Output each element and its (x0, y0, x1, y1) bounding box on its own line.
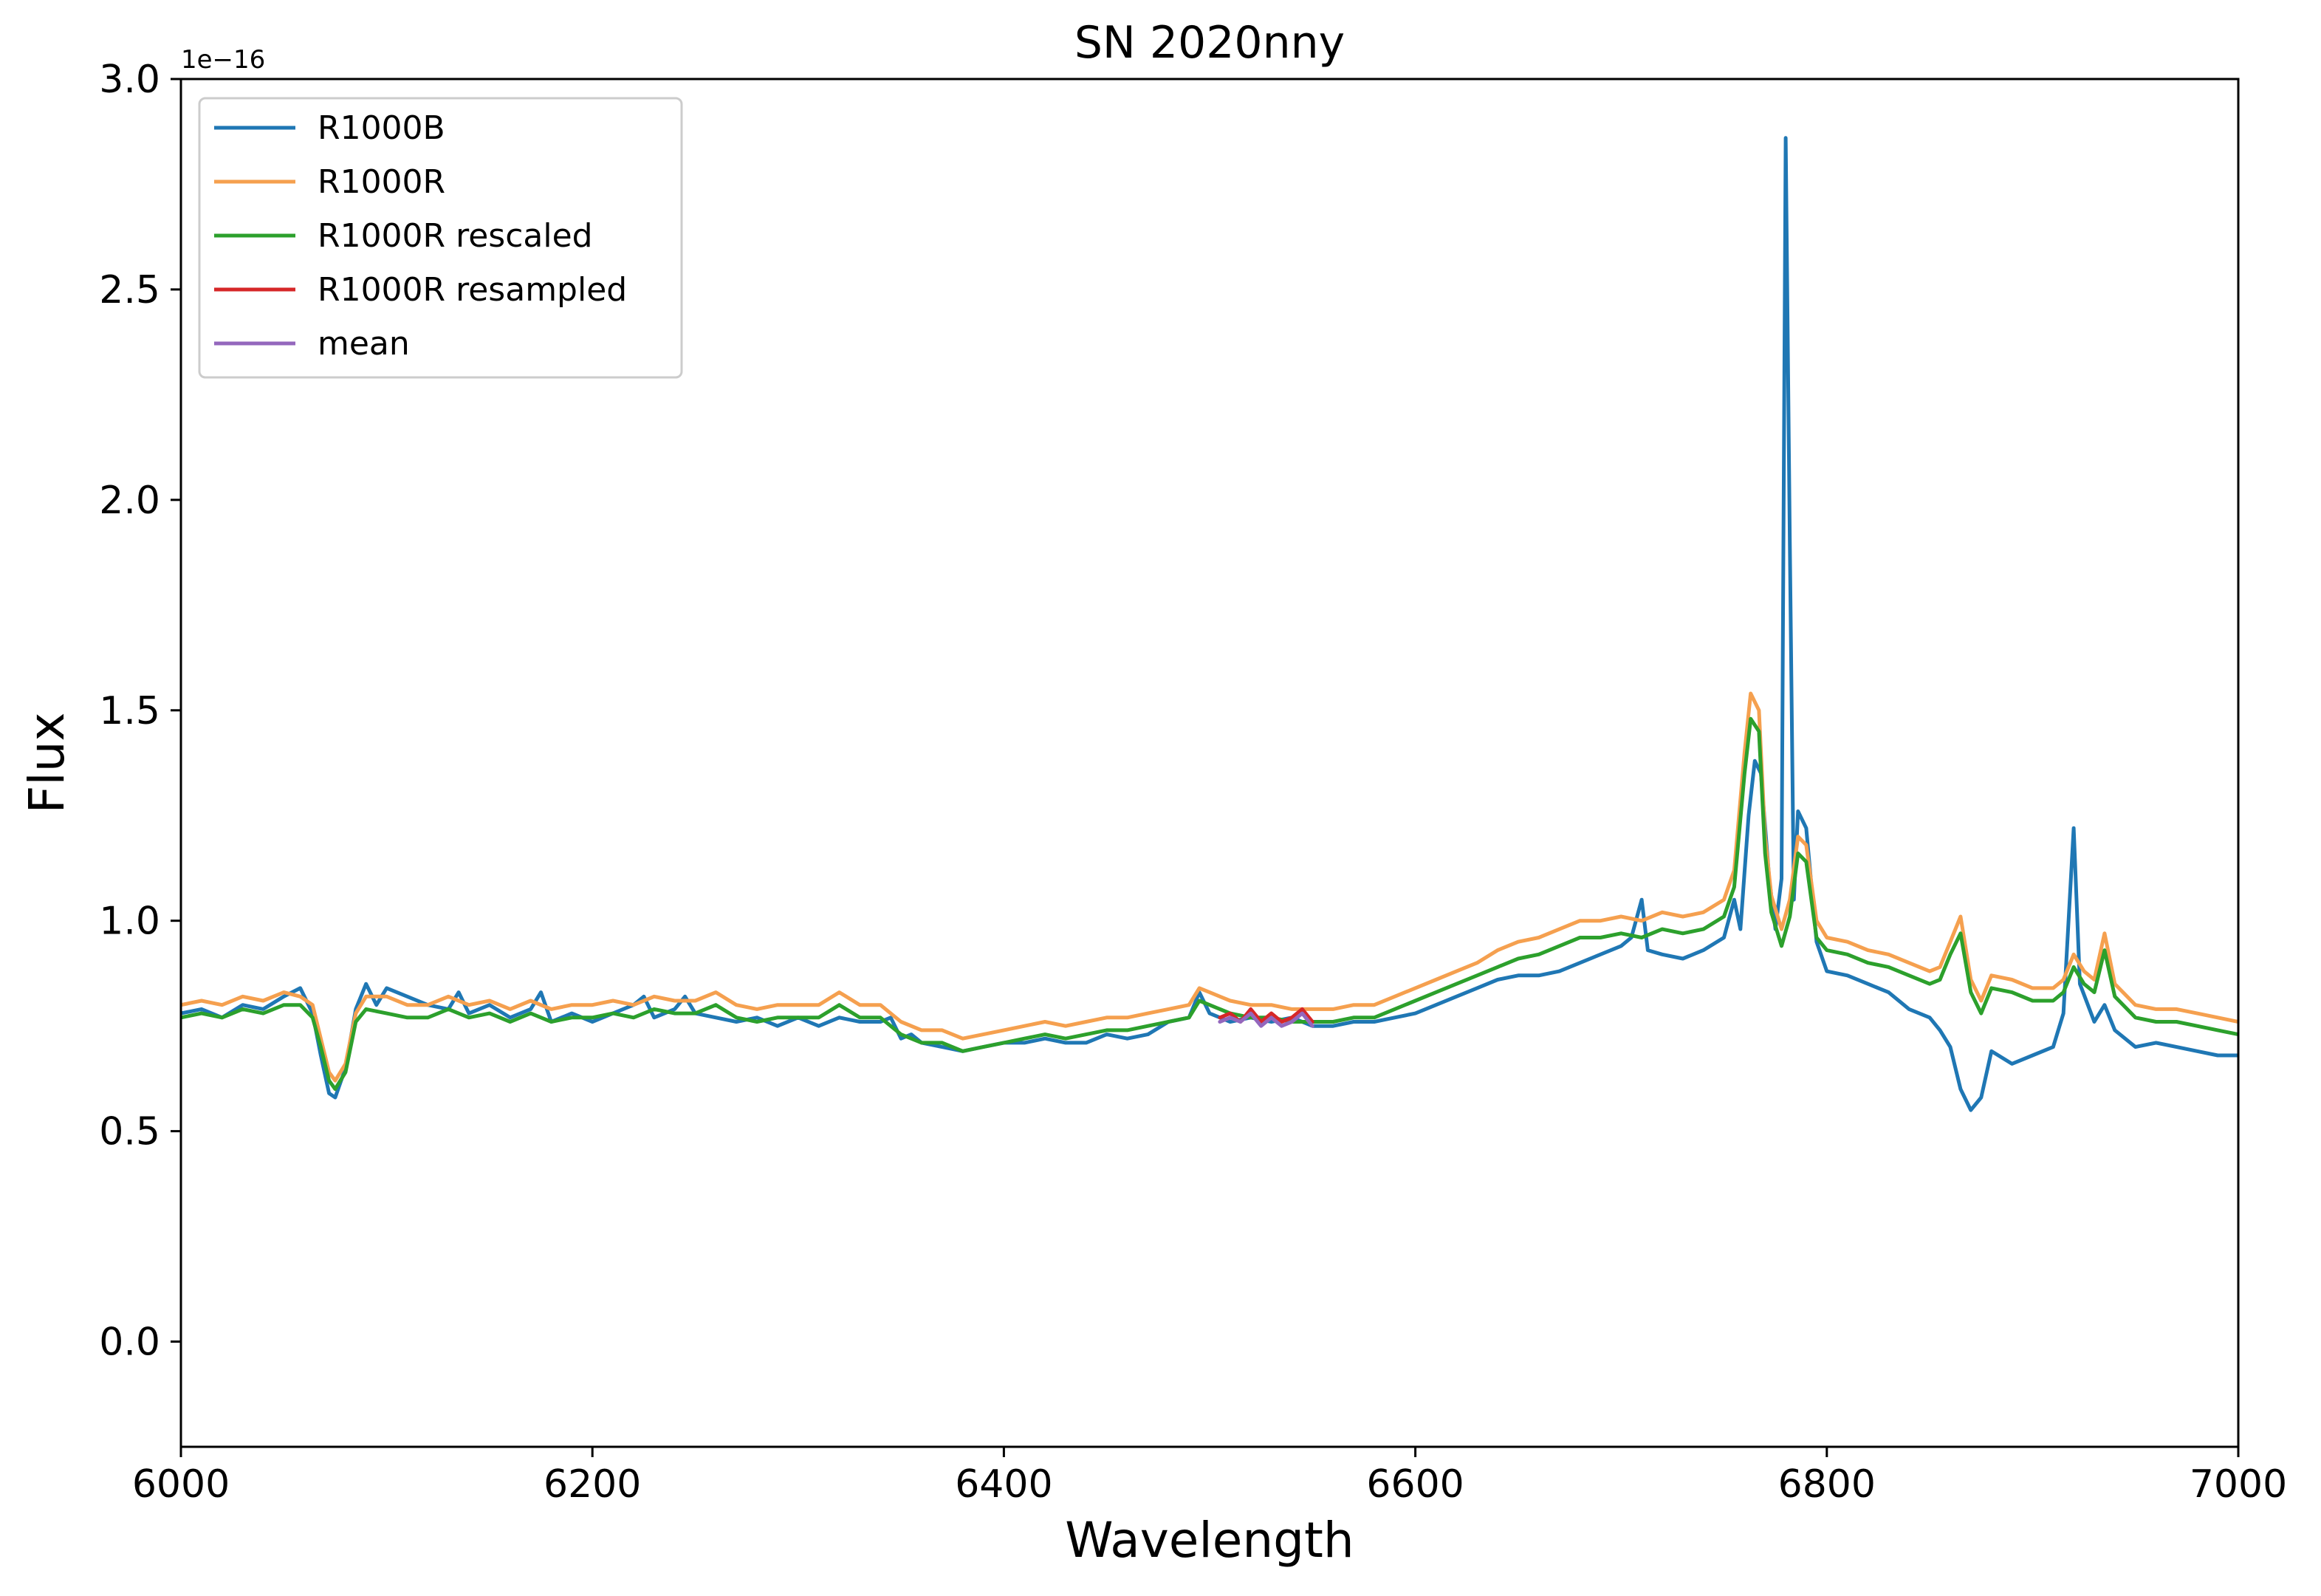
x-tick-label: 6800 (1778, 1462, 1876, 1507)
y-axis: 0.0 0.5 1.0 1.5 2.0 2.5 3.0 (99, 58, 181, 1365)
legend-label-4: R1000R resampled (318, 271, 627, 309)
x-axis-label: Wavelength (1065, 1512, 1354, 1569)
chart-title: SN 2020nny (1074, 17, 1345, 69)
x-axis: 6000 6200 6400 6600 6800 7000 (132, 1447, 2287, 1507)
series-line-1 (181, 136, 2238, 1112)
y-axis-label: Flux (18, 712, 75, 813)
legend-label-1: R1000B (318, 109, 445, 147)
y-tick-label: 0.0 (99, 1321, 160, 1365)
legend-entries: R1000B R1000R R1000R rescaled R1000R resamp… (214, 109, 627, 363)
x-tick-label: 6600 (1366, 1462, 1464, 1507)
x-tick-label: 6400 (955, 1462, 1052, 1507)
x-tick-label: 6200 (544, 1462, 641, 1507)
x-tick-label: 7000 (2190, 1462, 2287, 1507)
y-tick-label: 1.5 (99, 689, 160, 733)
legend-label-3: R1000R rescaled (318, 217, 593, 255)
legend-box (198, 97, 683, 379)
y-axis-multiplier: 1e−16 (181, 45, 265, 75)
series-line-4 (1218, 1007, 1314, 1024)
series-line-3 (181, 716, 2238, 1092)
series-line-5 (1218, 1011, 1314, 1028)
legend-label-2: R1000R (318, 163, 445, 201)
y-tick-label: 3.0 (99, 58, 160, 102)
series-line-2 (181, 691, 2238, 1083)
legend-label-5: mean (318, 325, 410, 363)
x-tick-label: 6000 (132, 1462, 230, 1507)
y-tick-label: 1.0 (99, 900, 160, 944)
plot-frame (179, 78, 2240, 1448)
y-tick-label: 2.5 (99, 268, 160, 312)
legend: R1000B R1000R R1000R rescaled R1000R resamp… (198, 97, 683, 379)
y-tick-label: 0.5 (99, 1110, 160, 1154)
series-layer (181, 136, 2238, 1112)
y-tick-label: 2.0 (99, 479, 160, 523)
